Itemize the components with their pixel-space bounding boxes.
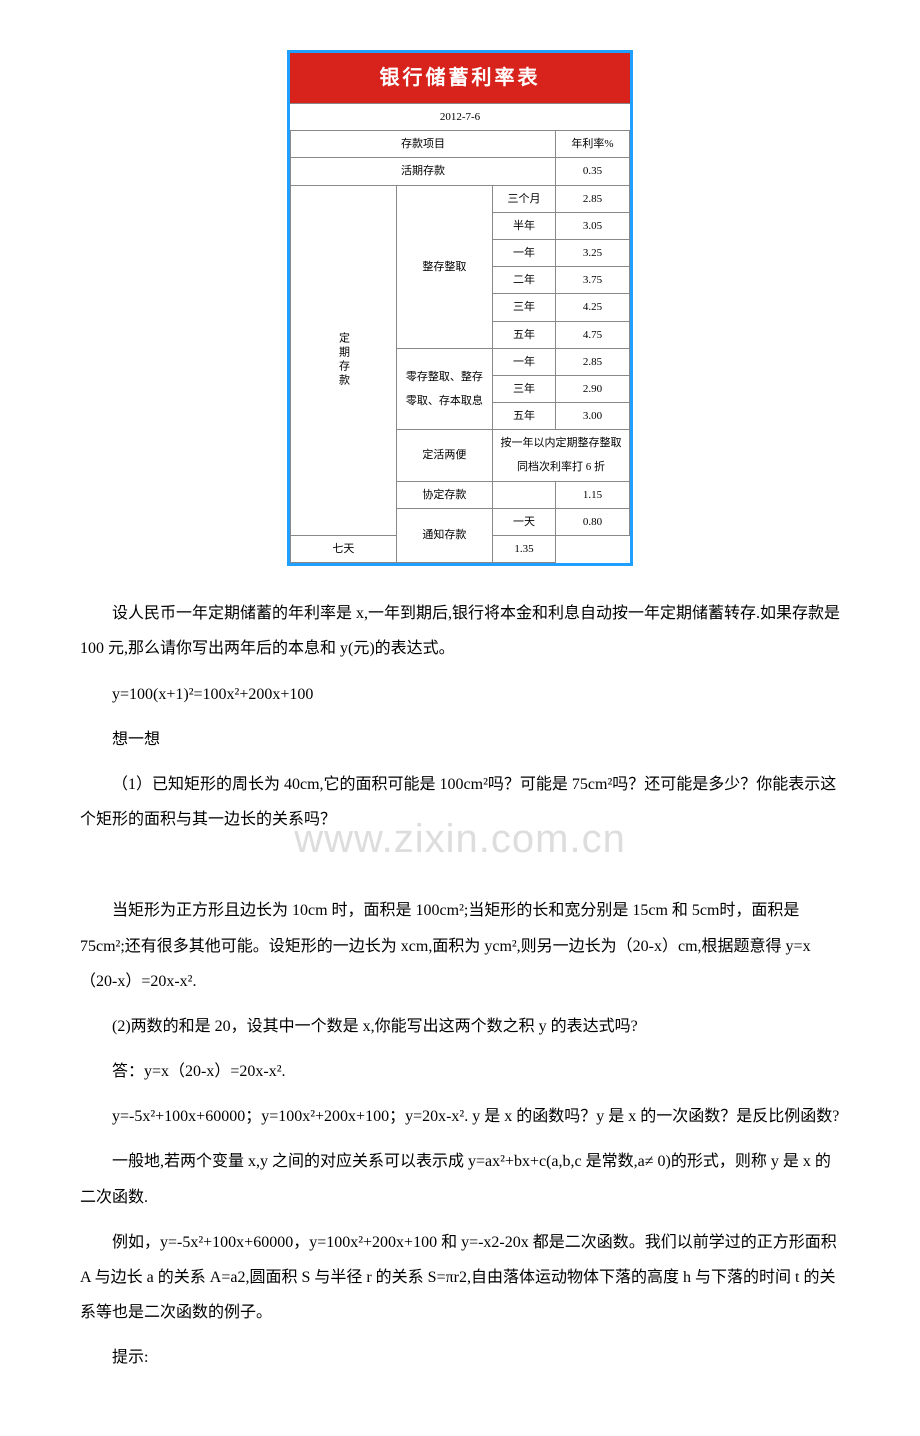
- rate-cell: 1.35: [493, 536, 556, 563]
- term-cell: 一年: [493, 348, 556, 375]
- paragraph: y=-5x²+100x+60000；y=100x²+200x+100；y=20x…: [80, 1099, 840, 1134]
- rate-cell: 2.90: [555, 375, 629, 402]
- table-title: 银行储蓄利率表: [290, 53, 630, 103]
- lump-label: 整存整取: [396, 185, 492, 348]
- paragraph: （1）已知矩形的周长为 40cm,它的面积可能是 100cm²吗？可能是 75c…: [80, 767, 840, 837]
- term-cell: 七天: [291, 536, 397, 563]
- rate-cell: 0.80: [555, 508, 629, 535]
- rate-cell: 3.00: [555, 403, 629, 430]
- rate-cell: 4.75: [555, 321, 629, 348]
- term-cell: 五年: [493, 321, 556, 348]
- fixed-deposit-label: 定期存款: [291, 185, 397, 535]
- demand-label: 活期存款: [291, 158, 556, 185]
- term-cell: 三年: [493, 375, 556, 402]
- term-cell: 一天: [493, 508, 556, 535]
- rate-cell: 3.05: [555, 212, 629, 239]
- empty-cell: [493, 481, 556, 508]
- paragraph: 答：y=x（20-x）=20x-x².: [80, 1054, 840, 1089]
- table-date: 2012-7-6: [290, 103, 630, 130]
- notice-label: 通知存款: [396, 508, 492, 562]
- paragraph: 设人民币一年定期储蓄的年利率是 x,一年到期后,银行将本金和利息自动按一年定期储…: [80, 596, 840, 666]
- partial-label: 零存整取、整存零取、存本取息: [396, 348, 492, 430]
- demand-rate: 0.35: [555, 158, 629, 185]
- agree-rate: 1.15: [555, 481, 629, 508]
- heading-tip: 提示:: [80, 1340, 840, 1375]
- header-item: 存款项目: [291, 131, 556, 158]
- agree-label: 协定存款: [396, 481, 492, 508]
- rate-cell: 3.25: [555, 239, 629, 266]
- term-cell: 二年: [493, 267, 556, 294]
- formula: y=100(x+1)²=100x²+200x+100: [80, 677, 840, 712]
- heading-think: 想一想: [80, 722, 840, 757]
- paragraph: (2)两数的和是 20，设其中一个数是 x,你能写出这两个数之积 y 的表达式吗…: [80, 1009, 840, 1044]
- term-cell: 三年: [493, 294, 556, 321]
- term-cell: 五年: [493, 403, 556, 430]
- header-rate: 年利率%: [555, 131, 629, 158]
- flex-note: 按一年以内定期整存整取同档次利率打 6 折: [493, 430, 630, 481]
- rate-table-container: 银行储蓄利率表 2012-7-6 存款项目 年利率% 活期存款 0.35 定期存…: [80, 50, 840, 566]
- rate-grid: 存款项目 年利率% 活期存款 0.35 定期存款 整存整取 三个月 2.85 半…: [290, 130, 630, 563]
- flex-label: 定活两便: [396, 430, 492, 481]
- paragraph: 一般地,若两个变量 x,y 之间的对应关系可以表示成 y=ax²+bx+c(a,…: [80, 1144, 840, 1214]
- term-cell: 三个月: [493, 185, 556, 212]
- rate-table: 银行储蓄利率表 2012-7-6 存款项目 年利率% 活期存款 0.35 定期存…: [287, 50, 633, 566]
- paragraph: 当矩形为正方形且边长为 10cm 时，面积是 100cm²;当矩形的长和宽分别是…: [80, 893, 840, 999]
- rate-cell: 3.75: [555, 267, 629, 294]
- term-cell: 一年: [493, 239, 556, 266]
- paragraph: 例如，y=-5x²+100x+60000，y=100x²+200x+100 和 …: [80, 1225, 840, 1331]
- rate-cell: 4.25: [555, 294, 629, 321]
- rate-cell: 2.85: [555, 348, 629, 375]
- term-cell: 半年: [493, 212, 556, 239]
- rate-cell: 2.85: [555, 185, 629, 212]
